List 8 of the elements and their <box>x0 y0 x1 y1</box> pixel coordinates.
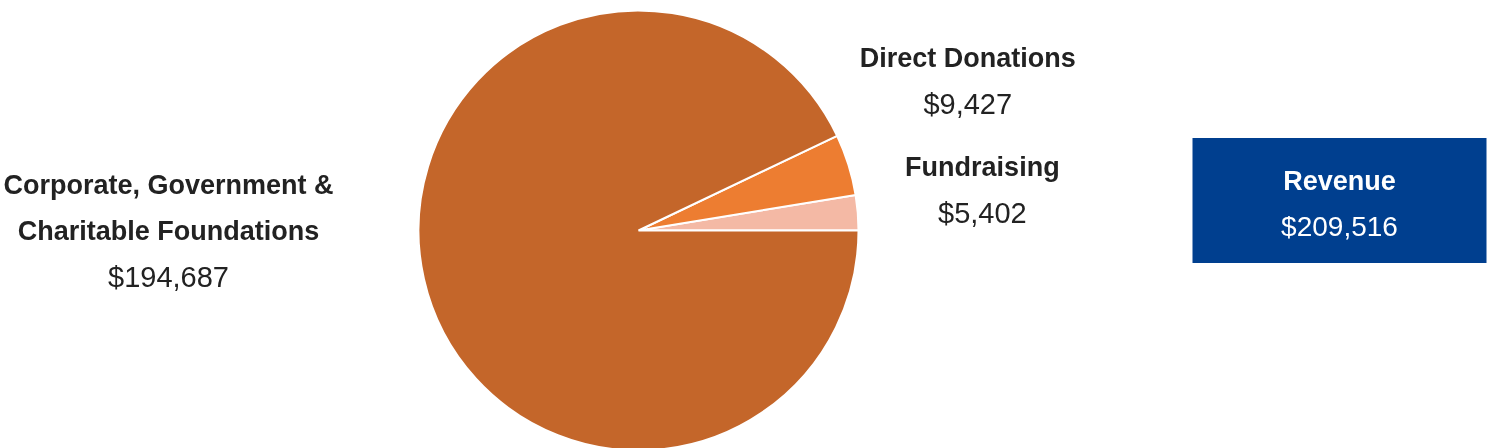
data-label: $9,427 <box>923 88 1013 121</box>
data-label: $5,402 <box>938 197 1027 230</box>
text: Revenue <box>1283 165 1396 196</box>
data-label: $194,687 <box>108 260 229 293</box>
text: $209,516 <box>1281 211 1398 242</box>
slice-label: Direct Donations <box>859 43 1076 74</box>
slice-label: Corporate, Government & Charitable Foundations <box>3 169 334 246</box>
slice-label: Fundraising <box>905 152 1060 183</box>
